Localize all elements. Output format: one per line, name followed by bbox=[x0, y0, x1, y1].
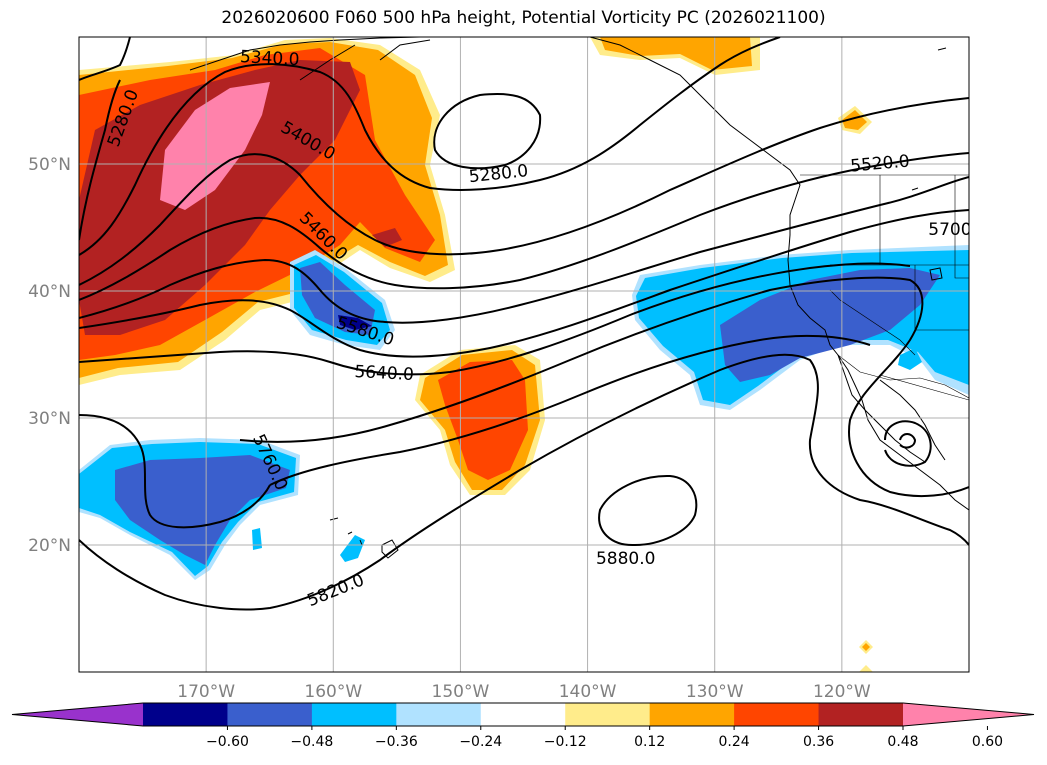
height-contours bbox=[79, 37, 969, 611]
colorbar-bin bbox=[311, 703, 397, 726]
lon-tick-label: 160°W bbox=[304, 682, 362, 702]
gridlines bbox=[79, 37, 969, 672]
colorbar-bin bbox=[480, 703, 566, 726]
lat-tick-label: 20°N bbox=[28, 536, 71, 556]
contour-mexico-low bbox=[884, 420, 932, 467]
colorbar-tick-label: −0.24 bbox=[459, 734, 502, 750]
colorbar-bin bbox=[734, 703, 820, 726]
pv-negative-strong-east bbox=[720, 268, 940, 382]
contour-5520 bbox=[79, 176, 969, 324]
colorbar-tick-label: 0.12 bbox=[634, 734, 665, 750]
border-us-mexico bbox=[837, 354, 969, 399]
lon-tick-label: 130°W bbox=[686, 682, 744, 702]
map-frame bbox=[78, 36, 970, 673]
contour-label-group: 5880.0 bbox=[596, 549, 655, 569]
lon-tick-label: 150°W bbox=[432, 682, 490, 702]
colorbar-tick-label: −0.12 bbox=[544, 734, 587, 750]
contour-5640 bbox=[79, 262, 911, 376]
colorbar-tick-label: 0.24 bbox=[719, 734, 750, 750]
colorbar-bin bbox=[565, 703, 651, 726]
contour-5460 bbox=[79, 152, 969, 301]
lat-tick-label: 30°N bbox=[28, 409, 71, 429]
contour-5700 bbox=[239, 276, 969, 497]
coastline-alaska bbox=[189, 37, 431, 81]
pv-negative-strong-southwest bbox=[115, 455, 290, 565]
map-title: 2026020600 F060 500 hPa height, Potentia… bbox=[221, 8, 826, 28]
pv-positive-very-strong-cutoff bbox=[372, 228, 402, 247]
contour-5340 bbox=[79, 37, 781, 256]
contour-5280-west bbox=[79, 37, 131, 241]
pv-negative-very-strong-westcentral bbox=[338, 315, 372, 330]
colorbar: −0.60 −0.48 −0.36 −0.24 −0.12 0.12 0.24 0.36 0.4… bbox=[11, 702, 1035, 750]
contour-5280-low bbox=[433, 93, 542, 170]
contour-5760 bbox=[79, 334, 871, 529]
contour-5820 bbox=[79, 353, 969, 611]
contour-label-group: 5700 bbox=[928, 220, 971, 240]
lat-tick-label: 50°N bbox=[28, 155, 71, 175]
contour-5400 bbox=[79, 97, 969, 286]
contour-label-group: 5640.0 bbox=[354, 362, 414, 385]
lat-tick-label: 40°N bbox=[28, 282, 71, 302]
colorbar-outline bbox=[11, 702, 1035, 727]
contour-label: 5880.0 bbox=[596, 549, 655, 569]
pv-positive-extreme-west bbox=[160, 82, 270, 210]
colorbar-bin bbox=[649, 703, 735, 726]
colorbar-extend-high bbox=[903, 703, 1034, 726]
coastline-hawaii bbox=[329, 517, 399, 559]
colorbar-bin bbox=[396, 703, 482, 726]
colorbar-bin bbox=[227, 703, 313, 726]
contour-label: 5340.0 bbox=[239, 47, 299, 70]
contour-label: 5640.0 bbox=[354, 362, 414, 385]
contour-5880-high bbox=[598, 474, 698, 547]
colorbar-extend-low bbox=[12, 703, 143, 726]
colorbar-tick-label: 0.60 bbox=[972, 734, 1003, 750]
colorbar-tick-label: 0.36 bbox=[803, 734, 834, 750]
lon-tick-label: 120°W bbox=[813, 682, 871, 702]
contour-5580 bbox=[79, 209, 969, 358]
contour-label-group: 5340.0 bbox=[239, 47, 299, 70]
colorbar-tick-label: −0.60 bbox=[206, 734, 249, 750]
lon-tick-label: 170°W bbox=[177, 682, 235, 702]
pv-positive-mid-marker-1 bbox=[862, 643, 870, 651]
coastline-lakes bbox=[911, 47, 947, 281]
pv-positive-mid-coast bbox=[600, 37, 752, 70]
pv-positive-mid-idaho bbox=[842, 110, 867, 130]
colorbar-tick-label: 0.48 bbox=[887, 734, 918, 750]
pv-negative-mid-hawaii bbox=[340, 535, 365, 562]
pv-positive-very-strong-west bbox=[79, 60, 360, 335]
lon-tick-label: 140°W bbox=[559, 682, 617, 702]
colorbar-tick-label: −0.48 bbox=[290, 734, 333, 750]
pv-negative-mid-tx bbox=[898, 348, 922, 370]
contour-label: 5700 bbox=[928, 220, 971, 240]
colorbar-tick-label: −0.36 bbox=[375, 734, 418, 750]
colorbar-bin bbox=[143, 703, 228, 726]
colorbar-bin bbox=[818, 703, 904, 726]
axis-ticks: 170°W 160°W 150°W 140°W 130°W 120°W 20°N 30°N 40… bbox=[28, 155, 871, 702]
pv-positive-weak-marker-2 bbox=[859, 665, 873, 672]
